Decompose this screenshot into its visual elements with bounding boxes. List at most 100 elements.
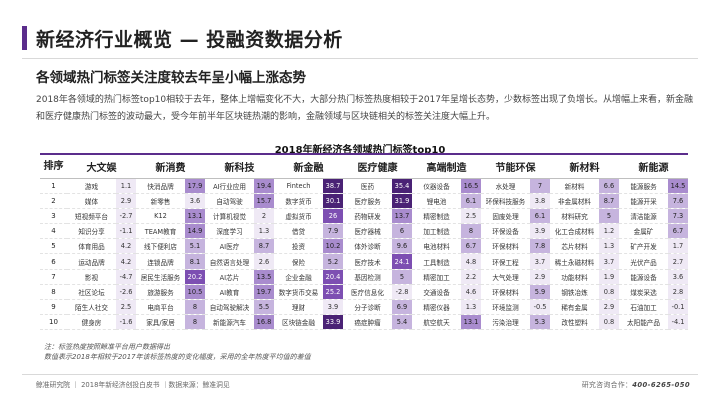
tag-cell: 煤炭采选 [619,284,668,301]
table-row: 7 影视 -4.7 居民生活服务 20.2 AI芯片 13.5 企业金融 20.4 基因检测 5 精密… [40,269,688,285]
rank-cell: 6 [40,253,67,270]
tag-cell: 电池材料 [412,238,461,255]
value-cell: 1.3 [254,223,274,240]
table-caption: 2018年新经济各领域热门标签top10 [274,145,446,156]
tag-cell: AI行业应用 [205,178,254,194]
value-cell: 16.5 [461,178,481,194]
tag-cell: 家具/家居 [136,314,185,331]
tag-cell: 媒体 [67,193,116,209]
value-cell: 38.7 [323,178,343,194]
tag-cell: 药物研发 [343,208,392,225]
tag-cell: 旅游服务 [136,284,185,301]
value-cell: -4.7 [116,269,136,285]
value-cell: 5.3 [530,314,550,331]
tag-cell: 电商平台 [136,299,185,316]
value-cell: 1.3 [461,299,481,316]
tag-cell: AI医疗 [205,238,254,255]
value-cell: 3.7 [599,253,619,270]
tag-cell: 陌生人社交 [67,299,116,316]
table-notes: 注：标签热度按照鲸准平台用户数据得出 数值表示2018年相较于2017年该标签热… [44,342,311,362]
note-line-1: 注：标签热度按照鲸准平台用户数据得出 [44,343,170,351]
tag-cell: 投资 [274,238,323,255]
value-cell: 16.8 [254,314,274,331]
tag-cell: AI芯片 [205,269,254,285]
tag-cell: 材料研究 [550,208,599,225]
value-cell: 6.7 [461,238,481,255]
value-cell: 2.9 [116,193,136,209]
value-cell: 5 [599,208,619,225]
tag-cell: 固废处理 [481,208,530,225]
value-cell: 1.1 [116,178,136,194]
table-row: 10 健身房 -1.6 家具/家居 8 新能源汽车 16.8 区块链金融 33.9 癌症肿瘤 5.4… [40,314,688,331]
value-cell: 13.1 [185,208,205,225]
intro-paragraph: 2018年各领域的热门标签top10相较于去年，整体上增幅变化不大，大部分热门标… [36,95,694,122]
value-cell: 20.4 [323,269,343,285]
tag-cell: 化工合成材料 [550,223,599,240]
value-cell: -1.6 [116,314,136,331]
rank-cell: 1 [40,178,67,194]
tag-cell: 环境监测 [481,299,530,316]
sector-header: 新能源 [619,156,688,179]
sector-header: 新科技 [205,156,274,179]
value-cell: 8.7 [254,238,274,255]
value-cell: 24.1 [392,253,412,270]
tag-cell: 深度学习 [205,223,254,240]
value-cell: 5.5 [254,299,274,316]
value-cell: 2.7 [668,253,688,270]
title-divider [22,58,698,59]
rank-header: 排序 [40,156,67,179]
tag-cell: 仪器设备 [412,178,461,194]
rank-cell: 10 [40,314,67,331]
tag-cell: 医药 [343,178,392,194]
tag-cell: 金属矿 [619,223,668,240]
tag-cell: 线下便利店 [136,238,185,255]
value-cell: 6.1 [530,208,550,225]
rank-cell: 2 [40,193,67,209]
value-cell: 8 [185,299,205,316]
value-cell: 8.7 [599,193,619,209]
footer-contact-label: 研究咨询合作： [581,381,633,389]
sector-header: 医疗健康 [343,156,412,179]
value-cell: 15.7 [254,193,274,209]
value-cell: 3.8 [530,193,550,209]
tag-cell: 企业金融 [274,269,323,285]
value-cell: 4.6 [461,284,481,301]
tag-cell: 环保材料 [481,284,530,301]
tag-cell: 健身房 [67,314,116,331]
value-cell: 35.4 [392,178,412,194]
tag-cell: 短视频平台 [67,208,116,225]
tag-cell: 医疗信息化 [343,284,392,301]
tag-cell: 功能材料 [550,269,599,285]
value-cell: -1.1 [116,223,136,240]
tag-cell: 新能源汽车 [205,314,254,331]
tag-cell: 新零售 [136,193,185,209]
value-cell: 33.9 [323,314,343,331]
value-cell: 25.2 [323,284,343,301]
value-cell: 2.6 [254,253,274,270]
table-row: 2 媒体 2.9 新零售 3.6 自动驾驶 15.7 数字货币 30.1 医疗服务 31.9 锂电池 6… [40,193,688,209]
sector-header: 新消费 [136,156,205,179]
tag-cell: AI教育 [205,284,254,301]
tag-cell: 医疗技术 [343,253,392,270]
value-cell: 13.5 [254,269,274,285]
value-cell: 2.5 [461,208,481,225]
tag-cell: 借贷 [274,223,323,240]
value-cell: 10.5 [185,284,205,301]
value-cell: 26 [323,208,343,225]
tag-cell: 锂电池 [412,193,461,209]
value-cell: 7.9 [323,223,343,240]
table-row: 3 短视频平台 -2.7 K12 13.1 计算机视觉 2 虚拟货币 26 药物研发 13.7 精密制… [40,208,688,225]
tag-cell: 光伏产品 [619,253,668,270]
rank-cell: 9 [40,299,67,316]
value-cell: 1.3 [599,238,619,255]
value-cell: 3.6 [668,269,688,285]
footer-phone: 400-6265-050 [632,381,690,389]
tag-cell: 矿产开发 [619,238,668,255]
tag-cell: 精密制造 [412,208,461,225]
value-cell: 30.1 [323,193,343,209]
tag-cell: 石油加工 [619,299,668,316]
tag-cell: 医疗服务 [343,193,392,209]
value-cell: 1.2 [599,223,619,240]
tag-cell: 加工制造 [412,223,461,240]
value-cell: -0.5 [530,299,550,316]
